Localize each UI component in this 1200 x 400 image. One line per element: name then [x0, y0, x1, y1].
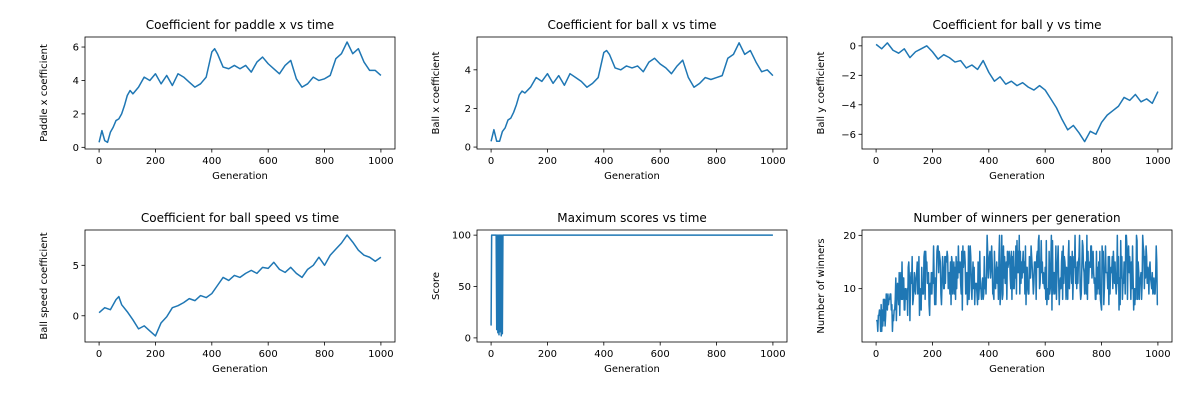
x-tick-label: 600: [651, 156, 670, 167]
x-tick-label: 200: [538, 349, 557, 360]
x-axis-label: Generation: [604, 364, 660, 375]
y-tick-label: 50: [458, 282, 471, 293]
series-line: [98, 41, 382, 144]
x-tick-label: 0: [873, 349, 879, 360]
axes-frame: [84, 229, 396, 343]
y-tick-label: 0: [850, 41, 856, 52]
y-tick-label: 0: [73, 311, 79, 322]
subplot-title: Number of winners per generation: [913, 211, 1120, 225]
series-line: [490, 234, 773, 337]
y-tick-label: 2: [73, 109, 79, 120]
subplot-title: Coefficient for ball speed vs time: [141, 211, 339, 225]
y-tick-label: −4: [841, 100, 856, 111]
series-line: [875, 42, 1159, 143]
y-axis-label: Score: [431, 272, 442, 300]
x-tick-label: 200: [146, 156, 165, 167]
subplot-number-of-winners-per-generation: 0 200 400 600 800 1000 10 20 Number of winners p…: [816, 211, 1173, 375]
x-tick-label: 800: [315, 156, 334, 167]
series-line: [98, 234, 382, 337]
y-tick-label: 20: [843, 231, 856, 242]
x-tick-label: 400: [979, 156, 998, 167]
y-tick-label: 4: [465, 65, 471, 76]
y-tick-label: 0: [465, 143, 471, 154]
x-tick-label: 600: [1036, 156, 1055, 167]
x-tick-label: 200: [538, 156, 557, 167]
x-tick-label: 0: [488, 156, 494, 167]
x-tick-label: 800: [1092, 156, 1111, 167]
series-line: [875, 234, 1159, 333]
x-tick-label: 1000: [368, 349, 393, 360]
x-tick-label: 800: [315, 349, 334, 360]
x-axis-label: Generation: [989, 364, 1045, 375]
x-tick-label: 1000: [1145, 349, 1170, 360]
x-tick-label: 400: [594, 156, 613, 167]
y-axis-label: Ball x coefficient: [431, 51, 442, 134]
axes-frame: [476, 229, 788, 343]
y-tick-label: −6: [841, 130, 856, 141]
x-tick-label: 0: [96, 349, 102, 360]
y-tick-label: 6: [73, 43, 79, 54]
subplot-coefficient-for-paddle-x-vs-time: 0 200 400 600 800 1000 0 2 4 6 Coefficient for pad…: [39, 18, 396, 182]
x-tick-label: 200: [146, 349, 165, 360]
y-axis-label: Number of winners: [816, 238, 827, 333]
x-tick-label: 800: [707, 156, 726, 167]
y-tick-label: 0: [73, 143, 79, 154]
x-tick-label: 1000: [760, 349, 785, 360]
series-line: [490, 42, 774, 143]
x-tick-label: 0: [488, 349, 494, 360]
axes-frame: [861, 36, 1173, 150]
axes-frame: [84, 36, 396, 150]
x-tick-label: 1000: [368, 156, 393, 167]
x-tick-label: 800: [1092, 349, 1111, 360]
x-tick-label: 1000: [1145, 156, 1170, 167]
y-tick-label: 0: [465, 333, 471, 344]
x-tick-label: 600: [259, 156, 278, 167]
x-tick-label: 800: [707, 349, 726, 360]
y-tick-label: 10: [843, 284, 856, 295]
subplot-title: Maximum scores vs time: [557, 211, 707, 225]
x-tick-label: 600: [259, 349, 278, 360]
subplot-title: Coefficient for ball x vs time: [547, 18, 716, 32]
y-axis-label: Ball y coefficient: [816, 51, 827, 134]
subplot-coefficient-for-ball-y-vs-time: 0 200 400 600 800 1000 0 −2 −4 −6 Coefficient for …: [816, 18, 1173, 182]
x-tick-label: 600: [1036, 349, 1055, 360]
x-tick-label: 1000: [760, 156, 785, 167]
y-tick-label: 4: [73, 76, 79, 87]
x-tick-label: 400: [594, 349, 613, 360]
x-tick-label: 400: [979, 349, 998, 360]
x-axis-label: Generation: [989, 171, 1045, 182]
x-tick-label: 0: [873, 156, 879, 167]
axes-frame: [476, 36, 788, 150]
y-tick-label: 5: [73, 261, 79, 272]
y-tick-label: −2: [841, 71, 856, 82]
subplot-title: Coefficient for ball y vs time: [932, 18, 1101, 32]
x-axis-label: Generation: [212, 364, 268, 375]
x-axis-label: Generation: [212, 171, 268, 182]
axes-frame: [861, 229, 1173, 343]
x-tick-label: 600: [651, 349, 670, 360]
y-tick-label: 2: [465, 104, 471, 115]
x-tick-label: 400: [202, 349, 221, 360]
x-tick-label: 0: [96, 156, 102, 167]
x-tick-label: 200: [923, 349, 942, 360]
subplot-coefficient-for-ball-speed-vs-time: 0 200 400 600 800 1000 0 5 Coefficient for ball …: [39, 211, 396, 375]
subplot-coefficient-for-ball-x-vs-time: 0 200 400 600 800 1000 0 2 4 Coefficient for ball…: [431, 18, 788, 182]
x-axis-label: Generation: [604, 171, 660, 182]
y-axis-label: Ball speed coefficient: [39, 232, 50, 339]
subplot-maximum-scores-vs-time: 0 200 400 600 800 1000 0 50 100 Maximum scores vs…: [431, 211, 788, 375]
subplot-title: Coefficient for paddle x vs time: [146, 18, 334, 32]
y-axis-label: Paddle x coefficient: [39, 44, 50, 142]
x-tick-label: 400: [202, 156, 221, 167]
x-tick-label: 200: [923, 156, 942, 167]
y-tick-label: 100: [452, 231, 471, 242]
